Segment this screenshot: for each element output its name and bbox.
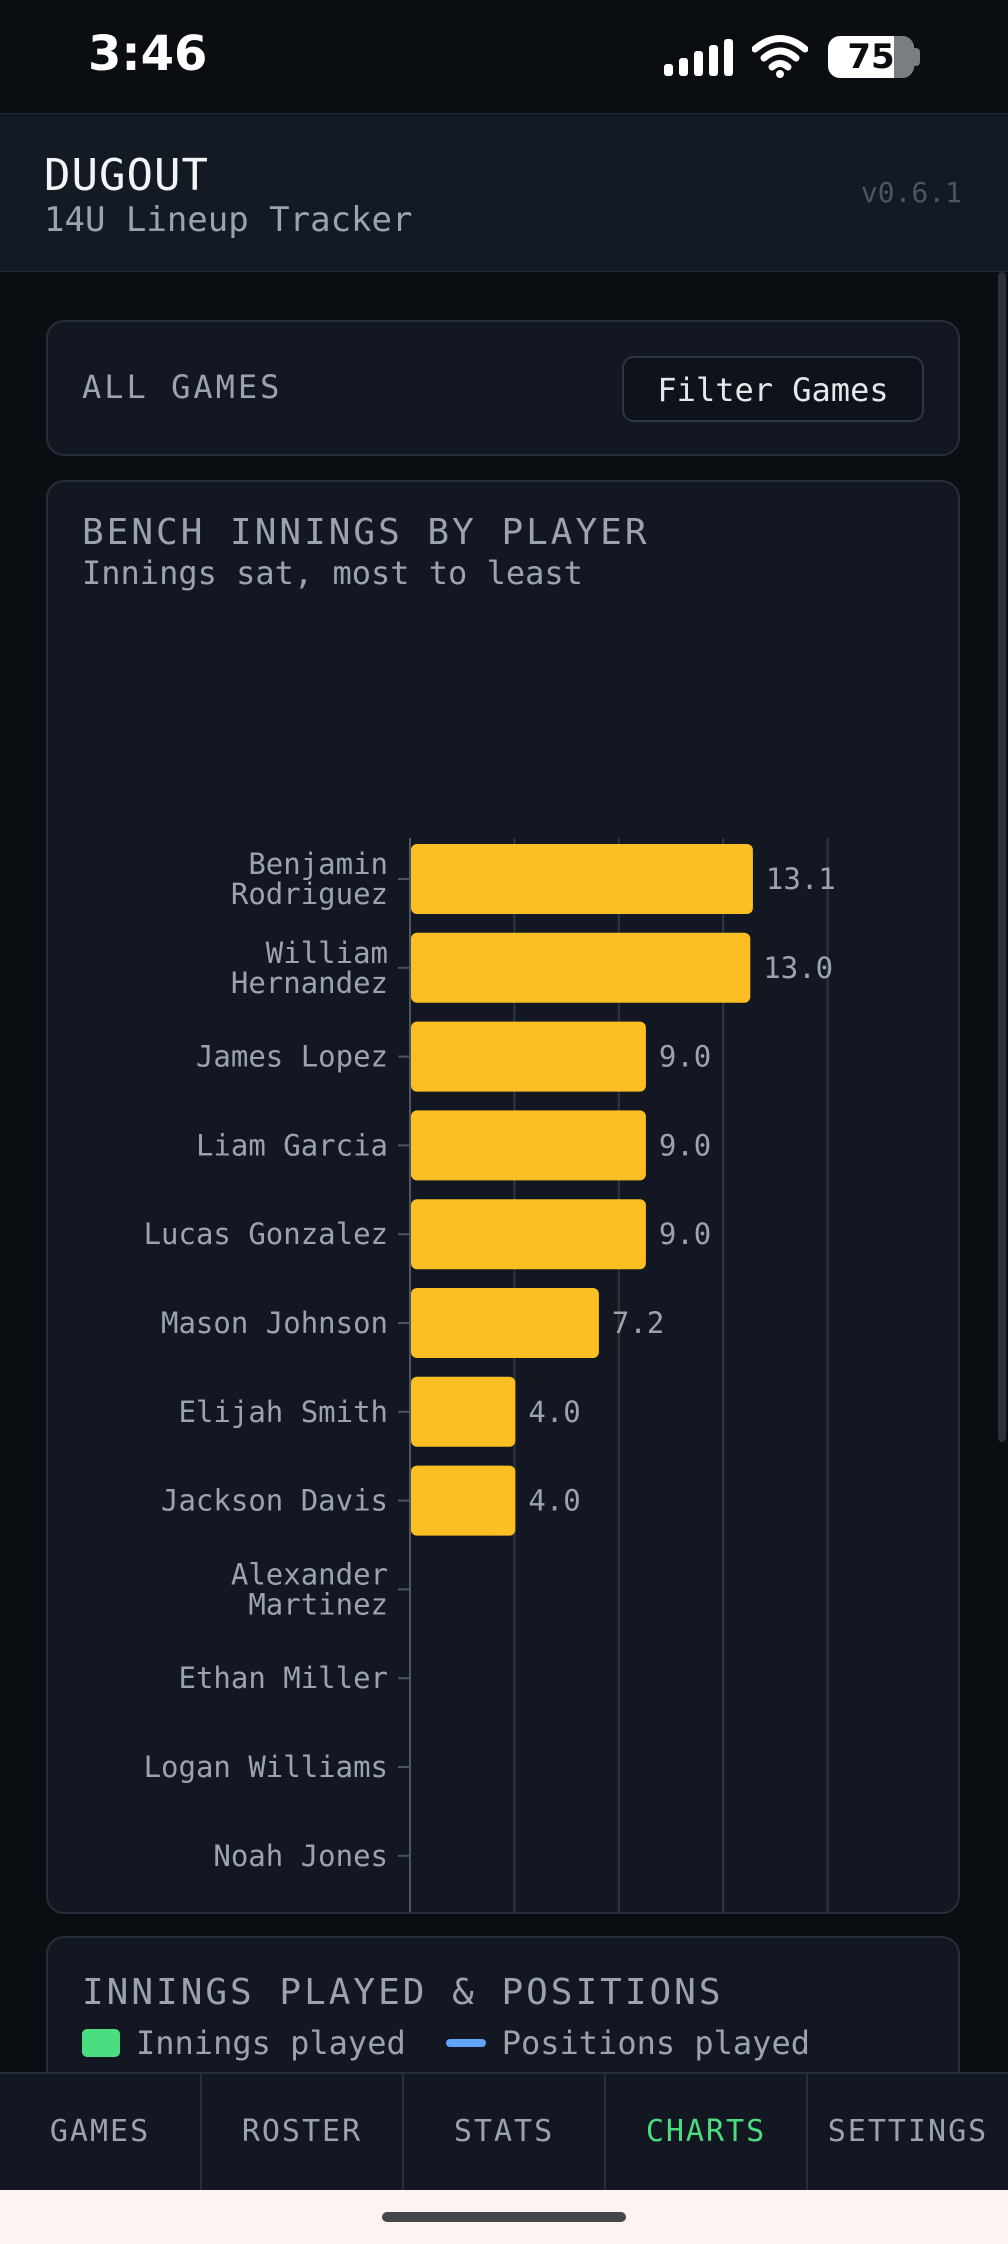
data-label-5: 7.2	[612, 1306, 664, 1340]
battery-tip	[914, 48, 920, 66]
wifi-icon	[752, 35, 808, 78]
category-label-8: Alexander Martinez	[231, 1557, 388, 1621]
tab-charts[interactable]: CHARTS	[606, 2074, 808, 2190]
tab-games[interactable]: GAMES	[0, 2074, 202, 2190]
chart-subtitle: Innings sat, most to least	[82, 554, 583, 592]
tab-roster[interactable]: ROSTER	[202, 2074, 404, 2190]
battery-icon: 75	[828, 36, 914, 78]
category-label-5: Mason Johnson	[161, 1306, 388, 1340]
data-label-2: 9.0	[659, 1040, 711, 1074]
bar-0	[411, 844, 753, 914]
legend-swatch-innings	[82, 2029, 120, 2057]
app-subtitle: 14U Lineup Tracker	[44, 200, 413, 240]
data-label-6: 4.0	[528, 1395, 580, 1429]
status-bar: 3:46 75	[0, 0, 1008, 113]
innings-positions-title: INNINGS PLAYED & POSITIONS	[82, 1972, 724, 2013]
app-header: DUGOUT 14U Lineup Tracker v0.6.1	[0, 113, 1008, 272]
scrollbar-thumb[interactable]	[998, 272, 1006, 1442]
legend-swatch-positions	[445, 2039, 486, 2047]
tab-stats[interactable]: STATS	[404, 2074, 606, 2190]
bottom-tab-bar: GAMES ROSTER STATS CHARTS SETTINGS	[0, 2072, 1008, 2190]
legend-label-positions: Positions played	[501, 2024, 810, 2062]
content-scroll-area[interactable]: ALL GAMES Filter Games 0481216BenjaminRo…	[0, 272, 1008, 2072]
bar-3	[411, 1110, 646, 1181]
category-label-6: Elijah Smith	[178, 1395, 388, 1429]
chart-title: BENCH INNINGS BY PLAYER	[82, 512, 650, 553]
category-label-11: Noah Jones	[213, 1839, 388, 1873]
category-label-9: Ethan Miller	[178, 1661, 388, 1695]
data-label-1: 13.0	[763, 951, 833, 985]
home-indicator-area	[0, 2190, 1008, 2244]
bench-innings-chart: 0481216BenjaminRodriguez13.1WilliamHerna…	[144, 838, 836, 1912]
innings-positions-card: INNINGS PLAYED & POSITIONS Innings playe…	[46, 1936, 960, 2072]
bar-7	[411, 1465, 516, 1536]
bar-5	[411, 1288, 599, 1358]
data-label-0: 13.1	[766, 862, 836, 896]
category-label-7: Jackson Davis	[161, 1484, 388, 1518]
data-label-7: 4.0	[528, 1484, 580, 1518]
bar-4	[411, 1199, 646, 1270]
category-label-1: William Hernandez	[231, 936, 388, 1000]
tab-settings[interactable]: SETTINGS	[827, 2114, 989, 2149]
innings-positions-legend: Innings played Positions played	[82, 2024, 810, 2062]
data-label-3: 9.0	[659, 1128, 711, 1162]
bar-1	[411, 932, 751, 1003]
bar-6	[411, 1376, 516, 1447]
category-label-3: Liam Garcia	[196, 1128, 388, 1162]
bench-innings-card: 0481216BenjaminRodriguez13.1WilliamHerna…	[46, 480, 960, 1914]
home-indicator[interactable]	[382, 2212, 626, 2222]
cellular-signal-icon	[664, 39, 733, 76]
app-title: DUGOUT	[44, 150, 209, 201]
clock: 3:46	[88, 26, 208, 82]
game-filter-card: ALL GAMES Filter Games	[46, 320, 960, 456]
category-label-10: Logan Williams	[144, 1750, 388, 1784]
game-filter-label: ALL GAMES	[82, 368, 283, 406]
category-label-4: Lucas Gonzalez	[144, 1217, 388, 1251]
battery-level: 75	[847, 37, 895, 77]
category-label-2: James Lopez	[196, 1040, 388, 1074]
legend-label-innings: Innings played	[136, 2024, 406, 2062]
category-label-0: Benjamin Rodriguez	[231, 847, 388, 911]
bar-2	[411, 1021, 646, 1092]
filter-games-button[interactable]: Filter Games	[622, 356, 924, 422]
data-label-4: 9.0	[659, 1217, 711, 1251]
app-version: v0.6.1	[860, 176, 962, 209]
